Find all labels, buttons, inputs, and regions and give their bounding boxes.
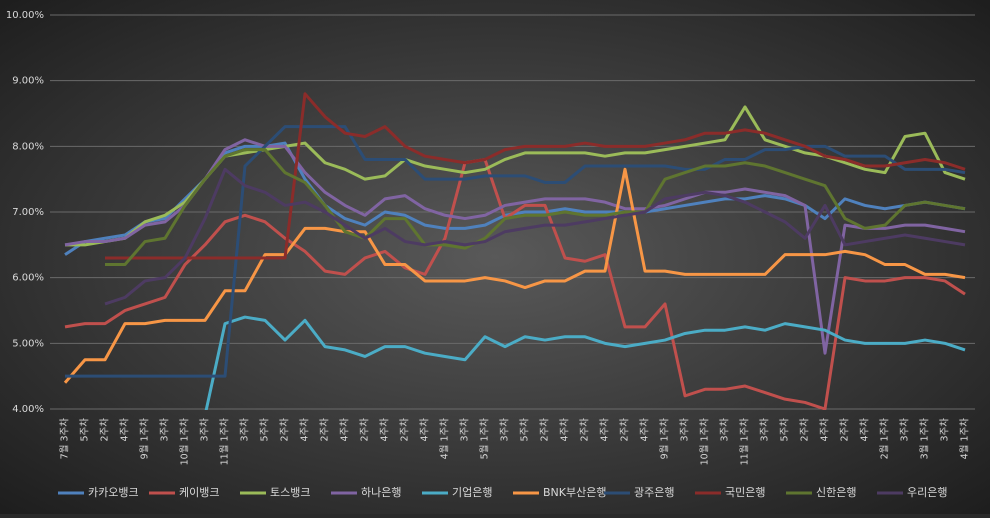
x-tick-label: 4주차 bbox=[819, 418, 831, 442]
legend-label: 신한은행 bbox=[816, 486, 856, 499]
x-tick-label: 4주차 bbox=[379, 418, 391, 442]
x-tick-label: 3주차 bbox=[239, 418, 251, 442]
x-tick-label: 3주차 bbox=[459, 418, 471, 442]
x-tick-label: 2월 1주차 bbox=[879, 418, 891, 460]
legend-label: 카카오뱅크 bbox=[88, 486, 139, 499]
x-tick-label: 3주차 bbox=[759, 418, 771, 442]
x-tick-label: 2주차 bbox=[839, 418, 851, 442]
x-tick-label: 3월 1주차 bbox=[919, 418, 931, 460]
x-tick-label: 3주차 bbox=[899, 418, 911, 442]
x-tick-label: 2주차 bbox=[399, 418, 411, 442]
x-tick-label: 2주차 bbox=[279, 418, 291, 442]
x-tick-label: 4주차 bbox=[559, 418, 571, 442]
x-tick-label: 4주차 bbox=[599, 418, 611, 442]
legend-label: 광주은행 bbox=[634, 486, 674, 499]
series-line bbox=[105, 148, 966, 267]
x-tick-label: 9월 1주차 bbox=[659, 418, 671, 460]
x-tick-label: 4주차 bbox=[119, 418, 131, 442]
x-tick-label: 4월 1주차 bbox=[439, 418, 451, 460]
x-tick-label: 10월 1주차 bbox=[179, 418, 191, 466]
x-tick-label: 5주차 bbox=[259, 418, 271, 442]
x-tick-label: 4주차 bbox=[339, 418, 351, 442]
y-tick-label: 5.00% bbox=[12, 338, 44, 349]
x-tick-label: 2주차 bbox=[799, 418, 811, 442]
y-tick-label: 10.00% bbox=[6, 10, 44, 21]
x-tick-label: 4주차 bbox=[639, 418, 651, 442]
y-tick-label: 8.00% bbox=[12, 141, 44, 152]
x-tick-label: 11월 1주차 bbox=[219, 418, 231, 466]
series-line bbox=[64, 157, 966, 410]
y-tick-label: 9.00% bbox=[12, 76, 44, 87]
legend-label: 토스뱅크 bbox=[270, 486, 310, 499]
legend-label: 우리은행 bbox=[907, 486, 947, 499]
series-line bbox=[105, 92, 966, 260]
series-line bbox=[63, 167, 966, 384]
x-tick-label: 4월 1주차 bbox=[959, 418, 971, 460]
x-tick-label: 10월 1주차 bbox=[699, 418, 711, 466]
x-tick-label: 11월 1주차 bbox=[739, 418, 751, 466]
x-tick-label: 4주차 bbox=[419, 418, 431, 442]
legend-label: 하나은행 bbox=[361, 485, 401, 499]
x-tick-label: 3주차 bbox=[199, 418, 211, 442]
series-line bbox=[204, 315, 966, 410]
x-tick-label: 2주차 bbox=[319, 418, 331, 442]
x-tick-label: 2주차 bbox=[359, 418, 371, 442]
x-tick-label: 7월 3주차 bbox=[59, 418, 71, 460]
plot bbox=[63, 92, 966, 410]
x-tick-label: 5주차 bbox=[779, 418, 791, 442]
y-tick-label: 4.00% bbox=[12, 404, 44, 415]
x-tick-label: 9월 1주차 bbox=[139, 418, 151, 460]
y-tick-label: 7.00% bbox=[12, 207, 44, 218]
series-line bbox=[104, 167, 966, 306]
x-tick-label: 4주차 bbox=[859, 418, 871, 442]
x-tick-label: 2주차 bbox=[99, 418, 111, 442]
x-tick-label: 3주차 bbox=[499, 418, 511, 442]
x-tick-label: 3주차 bbox=[939, 418, 951, 442]
x-tick-label: 3주차 bbox=[679, 418, 691, 442]
x-tick-label: 3주차 bbox=[159, 418, 171, 442]
x-tick-label: 5월 1주차 bbox=[479, 418, 491, 460]
x-tick-label: 2주차 bbox=[539, 418, 551, 442]
series-line bbox=[65, 125, 966, 378]
legend-label: 기업은행 bbox=[452, 486, 492, 499]
x-tick-label: 2주차 bbox=[619, 418, 631, 442]
legend-label: 케이뱅크 bbox=[179, 486, 219, 499]
legend-label: 국민은행 bbox=[725, 486, 765, 499]
series-line bbox=[64, 138, 966, 355]
x-tick-label: 2주차 bbox=[579, 418, 591, 442]
x-tick-label: 5주차 bbox=[519, 418, 531, 442]
x-tick-label: 5주차 bbox=[79, 418, 91, 442]
x-tick-label: 4주차 bbox=[299, 418, 311, 442]
legend-label: BNK부산은행 bbox=[543, 486, 606, 499]
y-tick-label: 6.00% bbox=[12, 273, 44, 284]
x-tick-label: 3주차 bbox=[719, 418, 731, 442]
